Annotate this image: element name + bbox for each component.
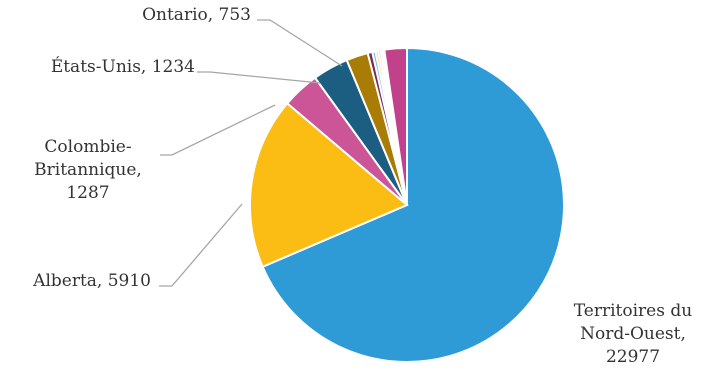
leader-line-colombie-britannique <box>160 104 276 156</box>
data-label-line: Territoires du <box>574 301 692 321</box>
data-label-line: Nord-Ouest, <box>580 324 686 344</box>
data-label-colombie-britannique: Colombie- Britannique, 1287 <box>34 137 142 203</box>
leader-line-alberta <box>159 203 243 287</box>
leader-lines <box>159 19 343 287</box>
leader-line-ontario <box>257 19 343 67</box>
data-label-etats-unis: États-Unis, 1234 <box>51 56 195 77</box>
data-label-territoires-du-nord-ouest: Territoires du Nord-Ouest, 22977 <box>574 301 692 367</box>
pie-slice-other-11 <box>383 46 408 206</box>
pie-slice-territoires-du-nord-ouest <box>261 46 565 363</box>
data-label-line: 1287 <box>66 183 109 203</box>
pie-slice-alberta <box>249 101 409 269</box>
slice-labels: Territoires du Nord-Ouest, 22977 Alberta, 5… <box>32 5 692 367</box>
data-label-line: États-Unis, 1234 <box>51 56 195 77</box>
data-label-line: Ontario, 753 <box>142 5 251 25</box>
data-label-line: Alberta, 5910 <box>32 271 151 291</box>
data-label-line: 22977 <box>606 347 660 367</box>
data-label-line: Colombie- <box>44 137 131 157</box>
data-label-alberta: Alberta, 5910 <box>32 271 151 291</box>
pie-slices <box>249 46 565 363</box>
data-label-ontario: Ontario, 753 <box>142 5 251 25</box>
leader-line-etats-unis <box>197 71 321 84</box>
data-label-line: Britannique, <box>34 160 142 180</box>
